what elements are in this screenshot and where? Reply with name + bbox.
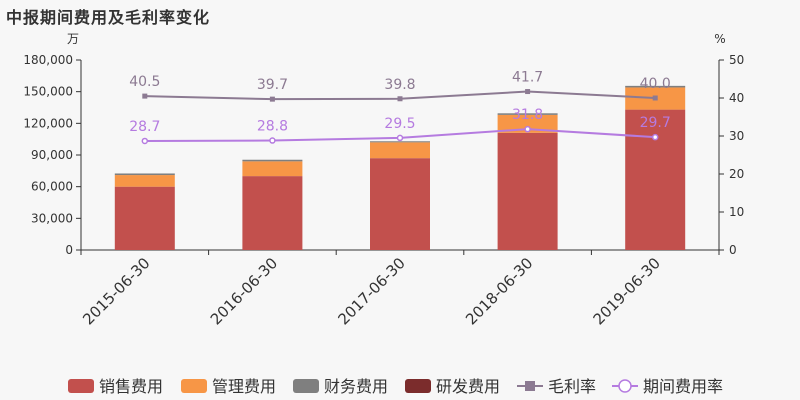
right-tick-label: 50 [729, 53, 744, 67]
line-point-marker [525, 89, 531, 95]
bar-segment [625, 109, 686, 250]
x-tick-label: 2016-06-30 [207, 254, 281, 328]
legend-label: 研发费用 [436, 377, 500, 396]
legend-swatch [293, 379, 319, 393]
line-point-marker [141, 137, 149, 145]
data-labels-group: 40.5 39.7 39.8 41.7 40.0 28.7 28.8 29.5 31.8 29.7 [129, 70, 671, 135]
bar-segment [370, 158, 430, 250]
left-unit-label: 万 [67, 32, 79, 46]
x-tick-label: 2019-06-30 [590, 254, 664, 328]
line-point-marker [142, 93, 148, 99]
line-point-marker [269, 137, 276, 144]
bar-segment [497, 114, 558, 133]
lines-group [141, 89, 659, 145]
right-tick-label: 30 [729, 129, 744, 143]
line-data-label: 28.8 [257, 119, 288, 135]
legend-swatch-marker [525, 381, 535, 391]
bar-segment [242, 159, 303, 162]
x-tick-label: 2018-06-30 [462, 254, 536, 328]
bar-segment [114, 175, 175, 187]
line-data-label: 40.5 [129, 74, 160, 90]
left-tick-label: 120,000 [23, 116, 73, 130]
left-tick-label: 0 [65, 243, 73, 257]
line-data-label: 39.7 [257, 77, 288, 93]
legend-label: 销售费用 [99, 377, 163, 396]
legend-swatch-marker [618, 379, 632, 393]
legend-swatch [68, 379, 94, 393]
legend: 销售费用 管理费用 财务费用 研发费用 毛利率 期间费用率 [68, 377, 723, 396]
bars-group [114, 85, 686, 250]
line-data-label: 41.7 [512, 70, 543, 86]
line-data-label: 40.0 [640, 76, 671, 92]
right-tick-label: 20 [729, 167, 744, 181]
bar-segment [625, 85, 686, 88]
left-tick-label: 150,000 [23, 85, 73, 99]
bar-segment [370, 142, 430, 159]
line-point-marker [269, 96, 275, 102]
line-data-label: 31.8 [512, 107, 543, 123]
left-tick-label: 60,000 [31, 180, 73, 194]
bar-segment [114, 173, 175, 176]
right-tick-label: 10 [729, 205, 744, 219]
x-tick-label: 2015-06-30 [79, 254, 153, 328]
left-tick-label: 180,000 [23, 53, 73, 67]
line-data-label: 28.7 [129, 119, 160, 135]
line-point-marker [397, 96, 403, 102]
right-unit-label: % [714, 32, 725, 46]
line-data-label: 39.8 [384, 77, 415, 93]
bar-segment [370, 141, 430, 143]
line-point-marker [652, 95, 658, 101]
x-tick-label: 2017-06-30 [334, 254, 408, 328]
legend-label: 毛利率 [548, 377, 596, 396]
right-tick-label: 0 [729, 243, 737, 257]
bar-segment [114, 186, 175, 250]
chart-title: 中报期间费用及毛利率变化 [6, 8, 211, 27]
line-point-marker [396, 134, 404, 142]
bar-segment [497, 132, 558, 250]
legend-label: 管理费用 [212, 377, 276, 396]
legend-label: 财务费用 [324, 377, 388, 396]
line-data-label: 29.7 [640, 115, 671, 131]
line-data-label: 29.5 [384, 116, 415, 132]
bar-segment [242, 176, 303, 250]
legend-label: 期间费用率 [643, 377, 723, 396]
right-tick-label: 40 [729, 91, 744, 105]
left-tick-label: 90,000 [31, 148, 73, 162]
line-point-marker [651, 133, 659, 141]
line-point-marker [524, 125, 531, 133]
legend-swatch [181, 379, 207, 393]
bar-segment [242, 161, 303, 177]
left-tick-label: 30,000 [31, 211, 73, 225]
legend-swatch [405, 379, 431, 393]
bar-segment [497, 113, 558, 115]
